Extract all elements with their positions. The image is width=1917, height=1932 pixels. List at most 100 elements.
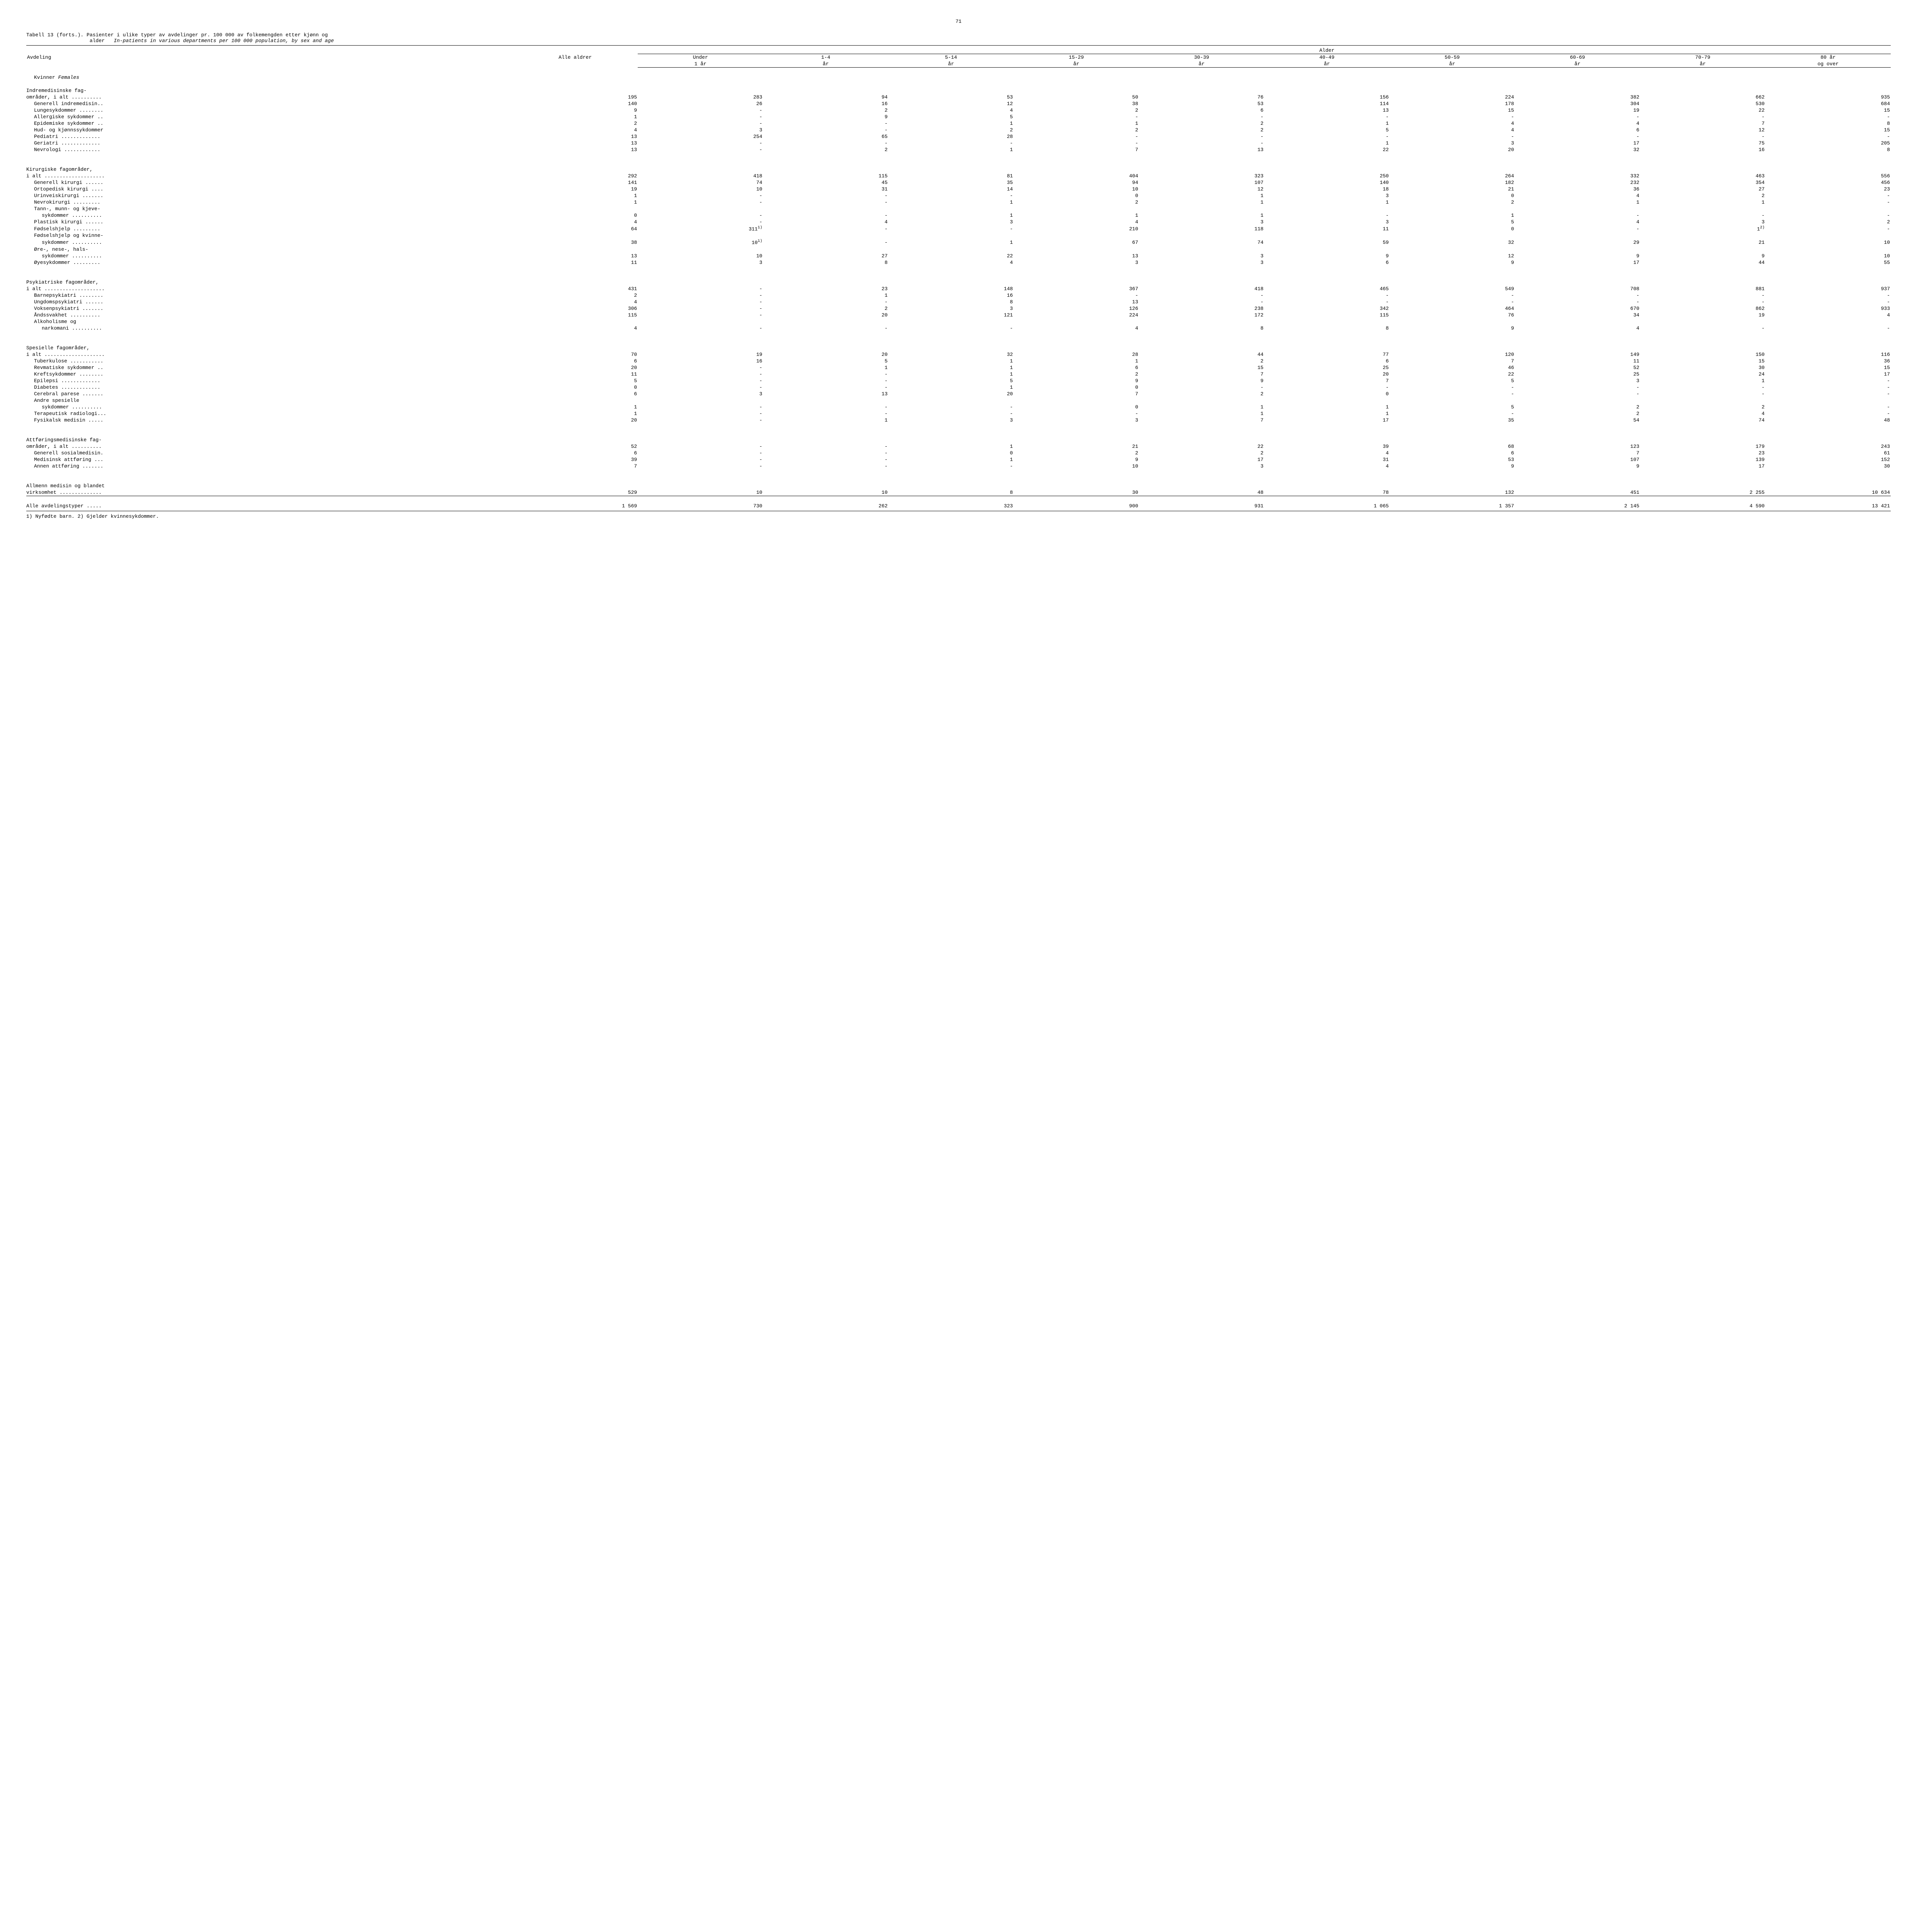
cell: - <box>1515 384 1640 391</box>
cell: - <box>1264 299 1389 305</box>
cell: 4 <box>889 107 1014 114</box>
cell: 1 <box>1139 404 1264 410</box>
cell: 28 <box>889 133 1014 140</box>
hdr-col-sub: og over <box>1765 61 1891 68</box>
cell: 881 <box>1640 286 1765 292</box>
cell: 39 <box>1264 443 1389 450</box>
cell: 0 <box>1014 404 1139 410</box>
cell: 17 <box>1264 417 1389 423</box>
cell: - <box>1014 410 1139 417</box>
cell: - <box>638 199 763 206</box>
cell: - <box>1765 199 1891 206</box>
cell: 418 <box>638 173 763 179</box>
cell <box>1139 232 1264 239</box>
cell: 4 <box>1264 450 1389 456</box>
cell: 52 <box>1515 364 1640 371</box>
cell: 1 <box>889 384 1014 391</box>
cell: 19 <box>1515 107 1640 114</box>
cell: 0 <box>1389 225 1515 232</box>
row-label: Fysikalsk medisin ..... <box>26 417 512 423</box>
cell <box>889 232 1014 239</box>
cell: 2 <box>1139 127 1264 133</box>
cell: 20 <box>763 351 888 358</box>
cell <box>1640 232 1765 239</box>
cell: 17 <box>1139 456 1264 463</box>
cell: - <box>1139 133 1264 140</box>
cell: - <box>638 292 763 299</box>
cell <box>1765 246 1891 253</box>
cell: 1 <box>1139 212 1264 219</box>
cell: - <box>763 140 888 146</box>
cell <box>512 206 638 212</box>
cell: 22 <box>1389 371 1515 378</box>
cell: 17 <box>1515 259 1640 266</box>
cell: - <box>1765 133 1891 140</box>
cell: - <box>1264 114 1389 120</box>
row-label: Åndssvakhet .......... <box>26 312 512 318</box>
cell: 9 <box>1389 259 1515 266</box>
hdr-col-sub: år <box>1264 61 1389 68</box>
hdr-col-sub: år <box>763 61 888 68</box>
cell: 64 <box>512 225 638 232</box>
row-label: Ortopedisk kirurgi .... <box>26 186 512 192</box>
cell: 24 <box>1640 371 1765 378</box>
row-label: sykdommer .......... <box>26 404 512 410</box>
cell: 0 <box>512 212 638 219</box>
cell: 2 <box>1139 358 1264 364</box>
cell: 11 <box>512 371 638 378</box>
cell: 3 <box>1014 417 1139 423</box>
cell: - <box>638 410 763 417</box>
cell: 15 <box>1139 364 1264 371</box>
cell: - <box>1765 292 1891 299</box>
cell: 45 <box>763 179 888 186</box>
cell <box>638 246 763 253</box>
cell <box>1139 397 1264 404</box>
cell: - <box>1139 140 1264 146</box>
cell: 55 <box>1765 259 1891 266</box>
cell: 23 <box>763 286 888 292</box>
cell: 74 <box>1640 417 1765 423</box>
cell: 19 <box>1640 312 1765 318</box>
cell: 210 <box>1014 225 1139 232</box>
cell: 36 <box>1765 358 1891 364</box>
cell: 224 <box>1014 312 1139 318</box>
cell: 1 <box>1640 378 1765 384</box>
cell: 4 <box>1389 127 1515 133</box>
cell: 3 <box>889 219 1014 225</box>
cell <box>512 232 638 239</box>
cell: 35 <box>1389 417 1515 423</box>
cell: 19 <box>638 351 763 358</box>
cell: - <box>1640 212 1765 219</box>
cell: 9 <box>763 114 888 120</box>
cell: 3111) <box>638 225 763 232</box>
cell: 9 <box>1515 253 1640 259</box>
cell: - <box>638 192 763 199</box>
row-label: Nevrokirurgi ......... <box>26 199 512 206</box>
cell: 3 <box>1389 140 1515 146</box>
cell: 107 <box>1515 456 1640 463</box>
cell: 2 <box>763 107 888 114</box>
cell: 2 <box>1014 127 1139 133</box>
cell: 152 <box>1765 456 1891 463</box>
cell: 5 <box>889 378 1014 384</box>
hdr-col-sub: år <box>1389 61 1515 68</box>
row-label: Lungesykdommer ........ <box>26 107 512 114</box>
cell: 250 <box>1264 173 1389 179</box>
cell: 8 <box>889 489 1014 496</box>
row-label: Generell sosialmedisin. <box>26 450 512 456</box>
cell: 3 <box>889 305 1014 312</box>
row-label: Øre-, nese-, hals- <box>26 246 512 253</box>
hdr-col: 15-29 <box>1014 54 1139 61</box>
cell: 35 <box>889 179 1014 186</box>
cell: 730 <box>638 503 763 509</box>
cell <box>889 318 1014 325</box>
cell: - <box>1640 133 1765 140</box>
cell <box>1515 246 1640 253</box>
cell: 0 <box>512 384 638 391</box>
hdr-col-sub: år <box>1014 61 1139 68</box>
hdr-col-sub: 1 år <box>638 61 763 68</box>
row-label: Kreftsykdommer ........ <box>26 371 512 378</box>
cell: 2 <box>512 292 638 299</box>
cell <box>763 232 888 239</box>
cell: - <box>638 364 763 371</box>
